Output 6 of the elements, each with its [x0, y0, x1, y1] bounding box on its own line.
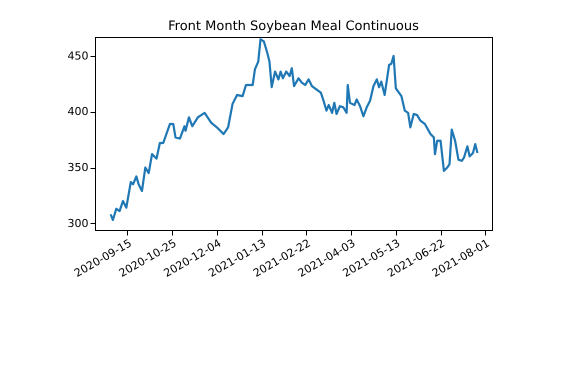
y-tick-label: 350 — [68, 161, 88, 174]
line-series — [110, 38, 479, 222]
y-tick-label: 300 — [68, 216, 88, 230]
y-tick-label: 450 — [68, 49, 88, 62]
chart-title: Front Month Soybean Meal Continuous — [168, 19, 420, 34]
y-tick-label: 400 — [68, 105, 88, 118]
